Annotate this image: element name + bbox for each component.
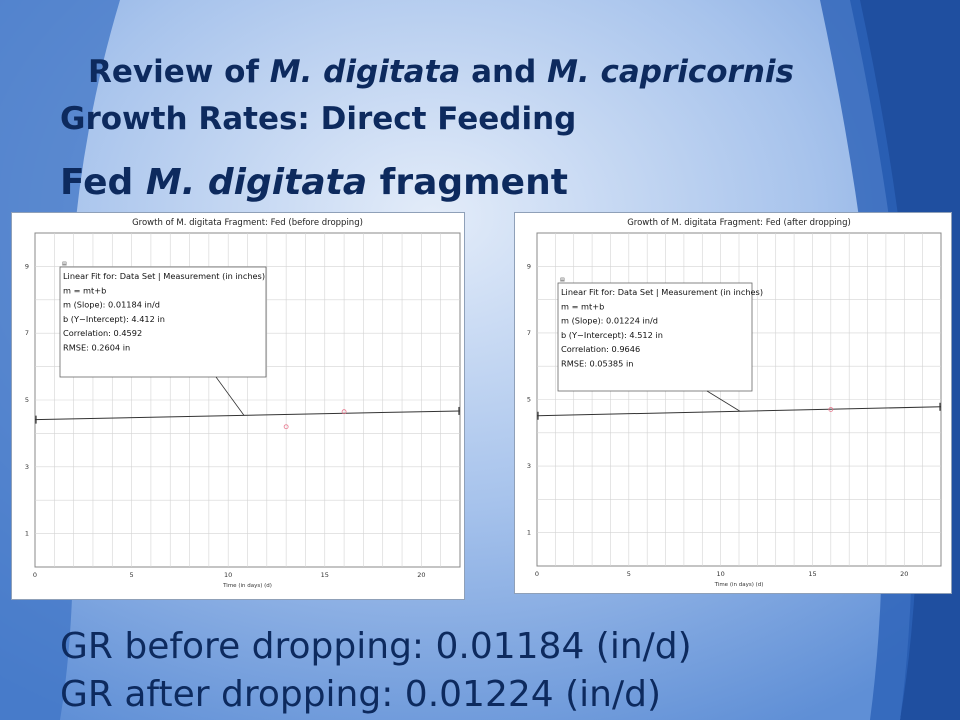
fit-box-leader [706, 390, 741, 412]
y-tick-label: 1 [527, 529, 531, 537]
data-point [341, 409, 347, 415]
linear-fit-box-line: RMSE: 0.2604 in [63, 343, 130, 353]
linear-fit-box-handle: ▤ [62, 261, 67, 267]
linear-fit-box-line: Linear Fit for: Data Set | Measurement (… [561, 287, 763, 297]
linear-fit-box-line: Linear Fit for: Data Set | Measurement (… [63, 271, 265, 281]
x-tick-label: 10 [224, 571, 232, 579]
linear-fit-box-line: Correlation: 0.4592 [63, 328, 142, 338]
y-tick-label: 3 [25, 463, 29, 471]
chart-after-dropping: Growth of M. digitata Fragment: Fed (aft… [514, 212, 952, 594]
slide-title-line-2: Growth Rates: Direct Feeding [60, 101, 577, 137]
y-tick-label: 7 [25, 329, 29, 337]
y-tick-label: 3 [527, 462, 531, 470]
x-tick-label: 0 [33, 571, 37, 579]
linear-fit-box-handle: ▤ [560, 277, 565, 283]
linear-fit-box: ▤ Linear Fit for: Data Set | Measurement … [557, 277, 763, 392]
x-tick-label: 5 [627, 570, 631, 578]
chart-title: Growth of M. digitata Fragment: Fed (aft… [627, 218, 851, 228]
x-axis-label: Time (in days) (d) [222, 583, 272, 589]
slide-title-line-1: Review of M. digitata and M. capricornis [88, 54, 794, 90]
y-tick-label: 9 [527, 262, 531, 270]
y-tick-label: 5 [25, 396, 29, 404]
slide-subtitle: Fed M. digitata fragment [60, 162, 568, 203]
chart-after-svg: Growth of M. digitata Fragment: Fed (aft… [527, 218, 942, 588]
chart-title: Growth of M. digitata Fragment: Fed (bef… [132, 218, 363, 228]
linear-fit-box-line: RMSE: 0.05385 in [561, 359, 633, 369]
x-tick-label: 15 [321, 571, 329, 579]
chart-before-dropping: Growth of M. digitata Fragment: Fed (bef… [11, 212, 465, 600]
linear-fit-box-line: m = mt+b [63, 285, 106, 295]
data-point [828, 407, 834, 412]
linear-fit-box-line: Correlation: 0.9646 [561, 344, 640, 354]
fit-line [34, 410, 461, 421]
linear-fit-box-line: b (Y−Intercept): 4.412 in [63, 314, 165, 324]
chart-before-svg: Growth of M. digitata Fragment: Fed (bef… [25, 218, 461, 589]
linear-fit-box-frame [59, 266, 267, 378]
growth-rate-after: GR after dropping: 0.01224 (in/d) [60, 674, 661, 715]
fit-box-leader [215, 376, 245, 416]
linear-fit-box-line: m (Slope): 0.01184 in/d [63, 300, 160, 310]
growth-rate-before: GR before dropping: 0.01184 (in/d) [60, 626, 692, 667]
x-tick-label: 0 [535, 570, 539, 578]
y-tick-label: 9 [25, 262, 29, 270]
x-tick-label: 5 [130, 571, 134, 579]
x-tick-label: 20 [417, 571, 425, 579]
linear-fit-box-line: b (Y−Intercept): 4.512 in [561, 330, 663, 340]
y-tick-label: 1 [25, 530, 29, 538]
linear-fit-box-line: m (Slope): 0.01224 in/d [561, 316, 658, 326]
x-axis-label: Time (in days) (d) [714, 582, 764, 588]
y-tick-label: 7 [527, 329, 531, 337]
linear-fit-box-line: m = mt+b [561, 301, 604, 311]
x-tick-label: 15 [808, 570, 816, 578]
x-tick-label: 10 [716, 570, 724, 578]
linear-fit-box-frame [557, 282, 753, 392]
linear-fit-box: ▤ Linear Fit for: Data Set | Measurement … [59, 261, 267, 378]
x-tick-label: 20 [900, 570, 908, 578]
fit-line [536, 406, 942, 417]
data-point [283, 424, 289, 430]
y-tick-label: 5 [527, 396, 531, 404]
